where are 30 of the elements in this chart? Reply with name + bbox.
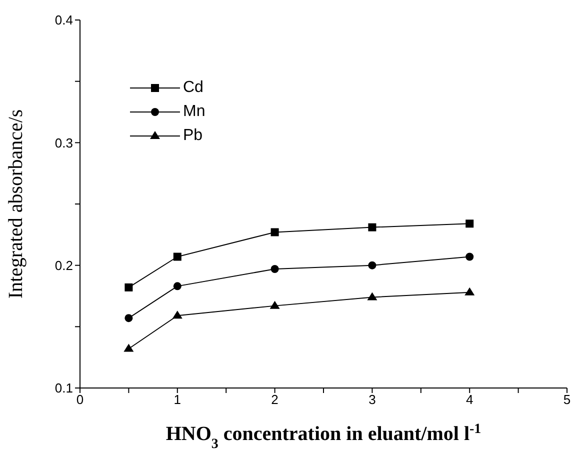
y-axis-title: Integrated absorbance/s bbox=[5, 109, 27, 299]
x-tick-label: 0 bbox=[76, 392, 84, 408]
point bbox=[124, 344, 134, 352]
point bbox=[466, 252, 474, 261]
x-tick-label: 5 bbox=[563, 392, 571, 408]
legend-label: Cd bbox=[183, 78, 204, 98]
x-axis-title: HNO$_{3}$ concentration in eluant/mol l$^{-1}$ bbox=[166, 422, 482, 452]
y-tick-label: 0.1 bbox=[54, 380, 73, 396]
point bbox=[368, 223, 376, 232]
x-tick-label: 4 bbox=[466, 392, 474, 408]
y-tick-label: 0.4 bbox=[54, 12, 73, 28]
point bbox=[270, 300, 280, 309]
x-tick-label: 1 bbox=[174, 392, 182, 408]
point bbox=[367, 292, 378, 300]
point bbox=[173, 252, 182, 261]
point bbox=[124, 283, 133, 292]
point bbox=[466, 220, 474, 228]
y-tick-label: 0.3 bbox=[54, 135, 73, 150]
point bbox=[173, 282, 182, 290]
point bbox=[270, 228, 279, 236]
point bbox=[172, 310, 182, 319]
legend-label: Pb bbox=[183, 126, 203, 146]
point bbox=[270, 265, 279, 274]
legend-label: Mn bbox=[183, 102, 206, 122]
x-tick-label: 2 bbox=[271, 392, 278, 408]
point bbox=[124, 314, 133, 322]
y-tick-label: 0.2 bbox=[54, 258, 73, 273]
point bbox=[464, 287, 475, 296]
point bbox=[368, 261, 376, 270]
x-tick-label: 3 bbox=[368, 392, 376, 408]
